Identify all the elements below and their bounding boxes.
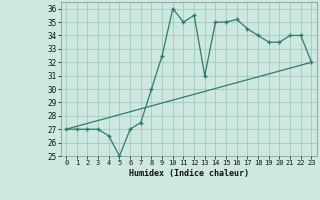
- X-axis label: Humidex (Indice chaleur): Humidex (Indice chaleur): [129, 169, 249, 178]
